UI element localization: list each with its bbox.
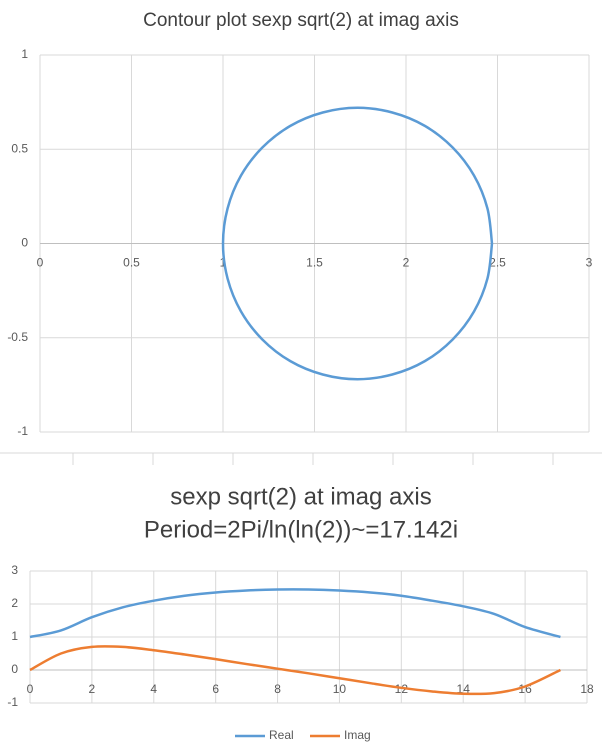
x-tick-label: 4 bbox=[150, 682, 157, 696]
y-tick-label: -0.5 bbox=[7, 330, 28, 344]
x-tick-label: 8 bbox=[274, 682, 281, 696]
x-tick-label: 2.5 bbox=[489, 256, 506, 270]
y-tick-label: -1 bbox=[17, 424, 28, 438]
chart-title: Contour plot sexp sqrt(2) at imag axis bbox=[143, 10, 459, 31]
x-tick-label: 12 bbox=[395, 682, 409, 696]
x-tick-label: 6 bbox=[212, 682, 219, 696]
x-tick-label: 0 bbox=[37, 256, 44, 270]
y-tick-label: 0 bbox=[11, 662, 18, 676]
x-tick-label: 1.5 bbox=[306, 256, 323, 270]
x-tick-label: 0.5 bbox=[123, 256, 140, 270]
y-tick-label: 0.5 bbox=[11, 141, 28, 155]
y-tick-label: 3 bbox=[11, 563, 18, 577]
x-tick-label: 2 bbox=[403, 256, 410, 270]
series-line bbox=[221, 106, 494, 381]
x-tick-label: 2 bbox=[89, 682, 96, 696]
legend-label: Real bbox=[269, 728, 294, 742]
y-tick-label: 0 bbox=[21, 236, 28, 250]
sheet-cells bbox=[72, 453, 554, 465]
series-line bbox=[29, 645, 561, 696]
y-tick-label: -1 bbox=[7, 695, 18, 709]
x-tick-label: 0 bbox=[27, 682, 34, 696]
x-tick-label: 18 bbox=[580, 682, 594, 696]
x-tick-label: 10 bbox=[333, 682, 347, 696]
y-tick-label: 1 bbox=[21, 47, 28, 61]
series-line bbox=[29, 588, 561, 639]
chart-title: sexp sqrt(2) at imag axis bbox=[170, 483, 431, 510]
y-tick-label: 1 bbox=[11, 629, 18, 643]
x-tick-label: 3 bbox=[586, 256, 593, 270]
y-tick-label: 2 bbox=[11, 596, 18, 610]
chart-subtitle: Period=2Pi/ln(ln(2))~=17.142i bbox=[144, 516, 458, 543]
legend-label: Imag bbox=[344, 728, 371, 742]
